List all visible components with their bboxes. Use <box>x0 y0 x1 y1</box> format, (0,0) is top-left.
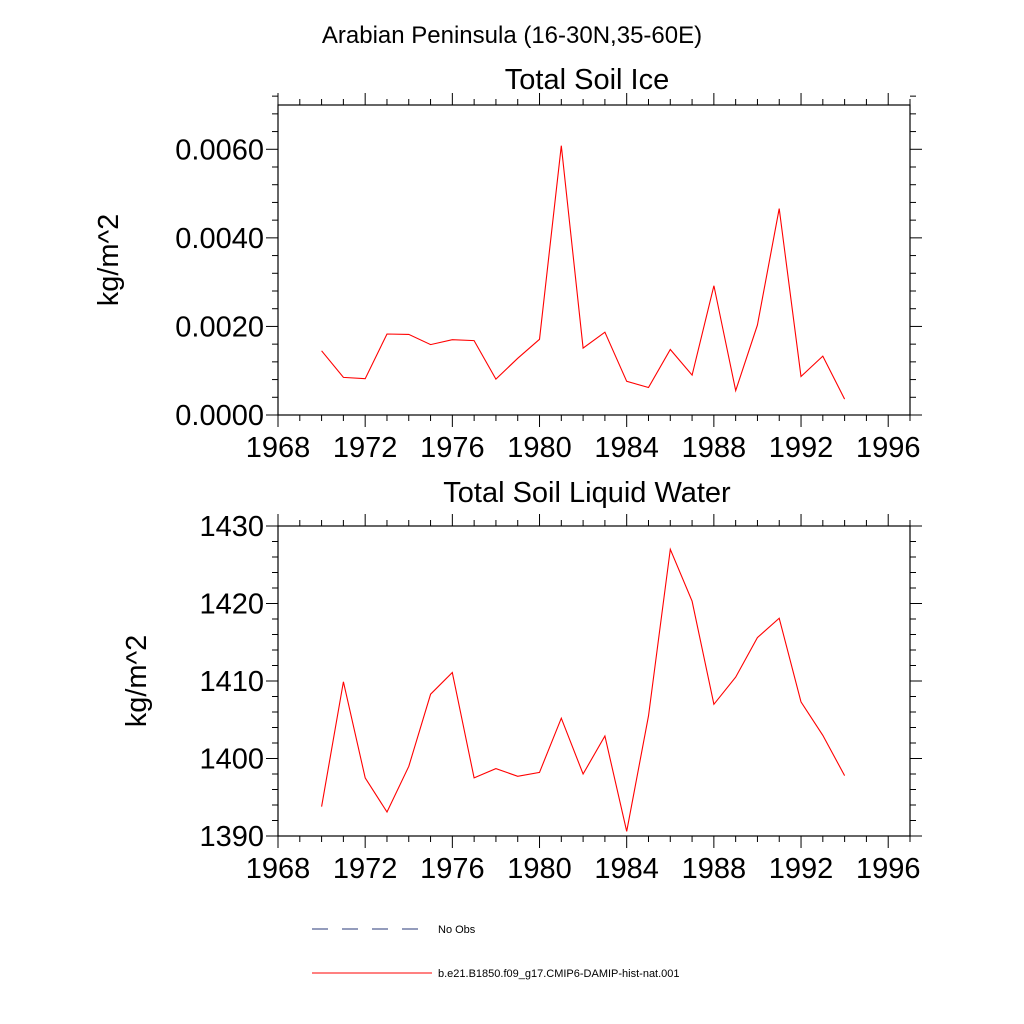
soil-liquid-water-x-tick-label: 1984 <box>594 853 659 885</box>
soil-liquid-water-series-line <box>321 547 846 832</box>
soil-ice-x-tick-label: 1980 <box>507 432 572 464</box>
legend-item-no-obs: No Obs <box>312 924 476 936</box>
soil-liquid-water-y-tick-label: 1400 <box>199 744 264 776</box>
soil-ice-x-tick-label: 1976 <box>420 432 485 464</box>
soil-liquid-water-x-tick-label: 1976 <box>420 853 485 885</box>
soil-liquid-water-series-group <box>321 547 846 832</box>
legend-label-model-run: b.e21.B1850.f09_g17.CMIP6-DAMIP-hist-nat… <box>438 968 680 980</box>
soil-liquid-water-x-ticks: 1968 1972 1976 1980 1984 1988 1992 1996 <box>246 514 921 885</box>
soil-ice-y-tick-label: 0.0000 <box>175 400 264 432</box>
soil-ice-y-tick-label: 0.0060 <box>175 134 264 166</box>
soil-liquid-water-y-tick-label: 1430 <box>199 511 264 543</box>
soil-liquid-water-title: Total Soil Liquid Water <box>443 477 731 509</box>
soil-ice-x-tick-label: 1988 <box>682 432 747 464</box>
soil-ice-x-tick-label: 1972 <box>333 432 398 464</box>
soil-liquid-water-y-tick-label: 1390 <box>199 821 264 853</box>
soil-ice-y-ticks: 0.0000 0.0020 0.0040 0.0060 <box>175 95 922 432</box>
soil-liquid-water-y-ticks: 1390 1400 1410 1420 1430 <box>199 511 922 853</box>
soil-ice-x-tick-label: 1968 <box>246 432 311 464</box>
soil-ice-y-tick-label: 0.0020 <box>175 311 264 343</box>
soil-liquid-water-x-tick-label: 1988 <box>682 853 747 885</box>
soil-ice-x-tick-label: 1996 <box>856 432 921 464</box>
soil-liquid-water-y-axis-label: kg/m^2 <box>121 635 153 728</box>
soil-liquid-water-x-tick-label: 1968 <box>246 853 311 885</box>
legend-item-model-run: b.e21.B1850.f09_g17.CMIP6-DAMIP-hist-nat… <box>312 968 680 980</box>
soil-ice-series-group <box>321 145 846 400</box>
soil-liquid-water-x-tick-label: 1992 <box>769 853 834 885</box>
soil-ice-x-tick-label: 1992 <box>769 432 834 464</box>
soil-ice-y-tick-label: 0.0040 <box>175 223 264 255</box>
soil-ice-x-tick-label: 1984 <box>594 432 659 464</box>
soil-liquid-water-y-tick-label: 1420 <box>199 589 264 621</box>
soil-liquid-water-x-tick-label: 1996 <box>856 853 921 885</box>
legend-label-no-obs: No Obs <box>438 924 476 936</box>
soil-liquid-water-panel: Total Soil Liquid Water 1968 1972 1976 1980… <box>121 477 922 885</box>
soil-ice-title: Total Soil Ice <box>505 64 669 96</box>
soil-liquid-water-x-tick-label: 1972 <box>333 853 398 885</box>
soil-liquid-water-x-tick-label: 1980 <box>507 853 572 885</box>
soil-ice-series-line <box>321 145 846 400</box>
soil-ice-x-ticks: 1968 1972 1976 1980 1984 1988 1992 1996 <box>246 93 921 464</box>
figure-title: Arabian Peninsula (16-30N,35-60E) <box>322 22 702 49</box>
legend: No Obs b.e21.B1850.f09_g17.CMIP6-DAMIP-h… <box>312 924 680 980</box>
soil-ice-plot-frame <box>277 104 911 416</box>
soil-ice-y-axis-label: kg/m^2 <box>93 214 125 307</box>
soil-ice-panel: Total Soil Ice 1968 1972 1976 1980 1984 1988 1… <box>93 64 922 464</box>
soil-liquid-water-y-tick-label: 1410 <box>199 666 264 698</box>
